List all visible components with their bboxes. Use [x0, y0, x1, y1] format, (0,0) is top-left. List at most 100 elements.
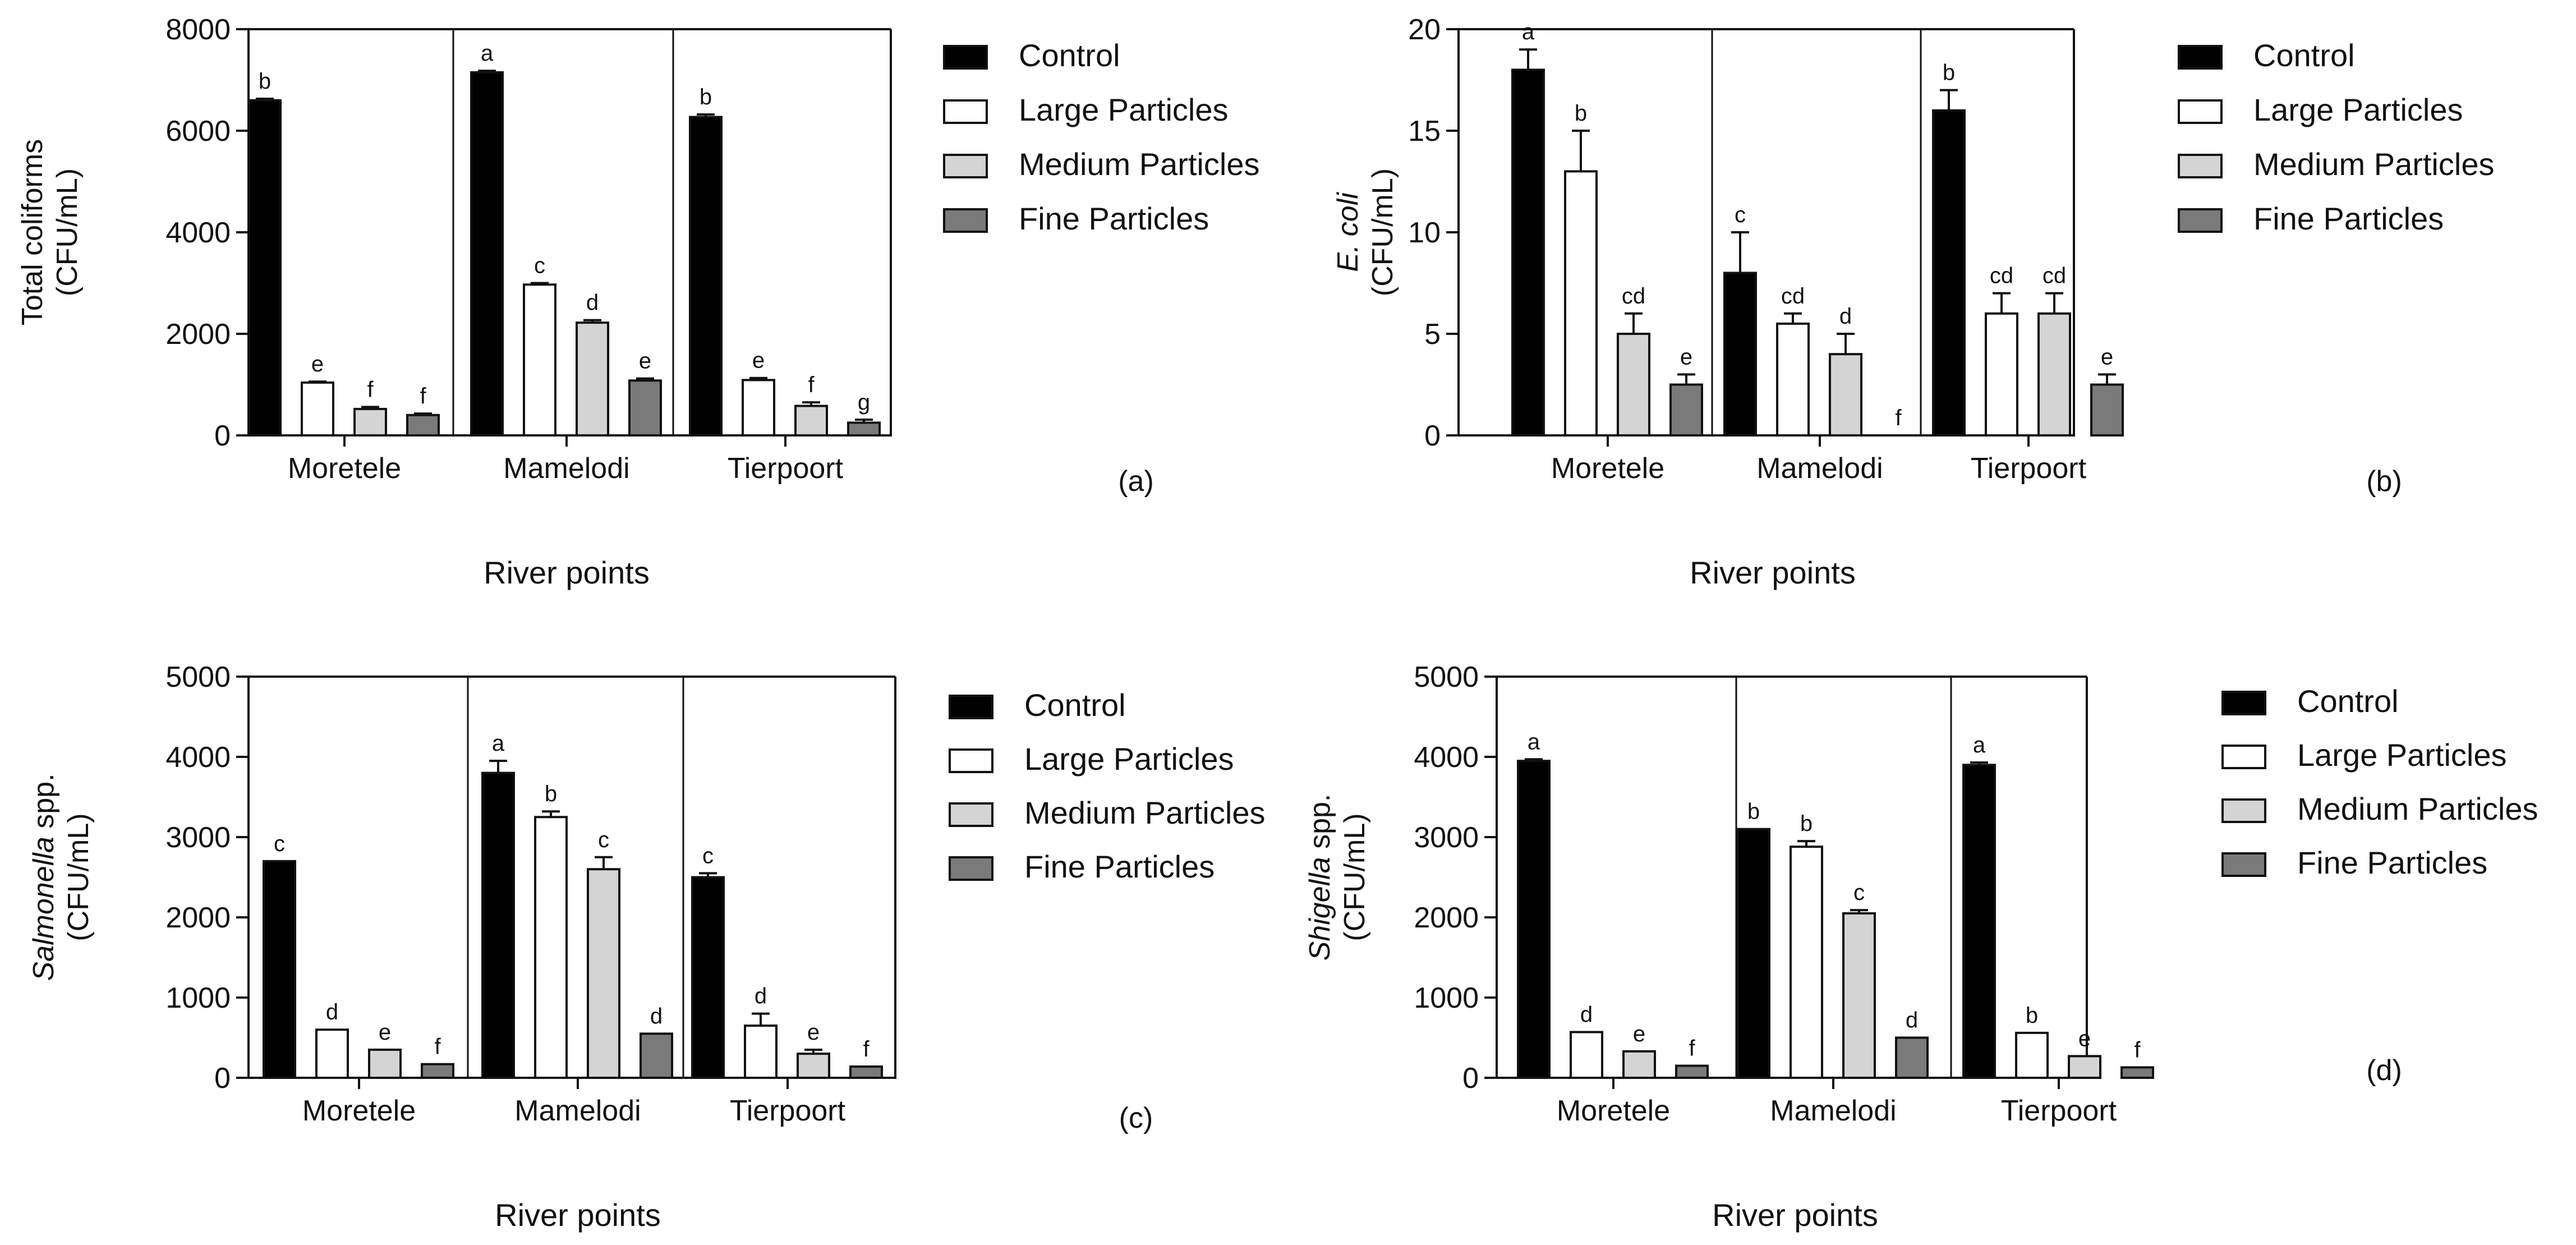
significance-letter: c [274, 831, 285, 856]
x-tick-label: Tierpoort [730, 1095, 846, 1127]
bar [847, 421, 881, 437]
bar [1737, 828, 1770, 1079]
significance-letter: a [492, 731, 505, 756]
y-tick-label: 4000 [165, 741, 231, 774]
bar [481, 771, 515, 1079]
bar [1842, 912, 1876, 1079]
significance-letter: d [1839, 304, 1852, 329]
significance-letter: b [1747, 800, 1760, 824]
y-axis-label-italic: E. coli [1332, 192, 1364, 272]
bar [1669, 383, 1703, 437]
chart-panel-2: 0 5 10 15 20 Moretele Mamelodi Tierpoort a c b b cd c… [1332, 13, 2494, 590]
legend-swatch [2178, 208, 2223, 233]
y-axis-label: Shigella spp.(CFU/mL) [1304, 794, 1371, 961]
legend: Control Large Particles Medium Particles Fi… [949, 687, 1265, 884]
panel-label: (b) [2366, 465, 2402, 498]
significance-letter: f [434, 1035, 441, 1059]
bar [1622, 1050, 1656, 1079]
y-axis-label: Total coliforms(CFU/mL) [16, 139, 84, 325]
bar [744, 1025, 778, 1079]
legend-swatch [943, 154, 988, 178]
bar [1570, 1031, 1603, 1079]
legend-swatch [943, 99, 988, 124]
panel-label: (a) [1118, 465, 1154, 498]
significance-letter: d [326, 1000, 338, 1025]
y-tick-label: 0 [214, 1062, 231, 1095]
significance-letter: g [858, 390, 870, 415]
bar [1985, 312, 2018, 437]
y-axis-label-line: (CFU/mL) [62, 813, 95, 941]
y-tick-label: 3000 [1414, 821, 1479, 854]
legend-swatch [949, 748, 993, 773]
y-axis-label-italic: Shigella [1304, 857, 1336, 961]
significance-letter: f [808, 373, 815, 397]
legend-label: Medium Particles [1024, 795, 1265, 830]
legend-swatch [2178, 154, 2223, 178]
bar [794, 405, 828, 437]
significance-letter: a [1973, 733, 1986, 757]
y-axis-label-line: (CFU/mL) [1367, 168, 1399, 296]
significance-letter: e [379, 1020, 391, 1045]
bar [248, 99, 282, 437]
significance-letter: f [367, 377, 374, 402]
y-tick-label: 5000 [1414, 661, 1479, 693]
significance-letter: f [2134, 1037, 2141, 1062]
bar [263, 860, 296, 1079]
y-axis-label-line: Shigella spp. [1304, 794, 1336, 961]
x-tick-label: Tierpoort [728, 452, 844, 485]
significance-letter: d [755, 984, 767, 1009]
legend-label: Control [1024, 687, 1126, 723]
legend-swatch [2178, 45, 2223, 70]
x-tick-label: Mamelodi [514, 1095, 641, 1127]
significance-letter: c [702, 843, 714, 868]
bar [315, 1028, 349, 1079]
legend-label: Fine Particles [2297, 845, 2487, 880]
bar [1675, 1064, 1709, 1079]
significance-letter: cd [1990, 264, 2013, 288]
x-tick-label: Mamelodi [1756, 452, 1883, 485]
bar [797, 1053, 830, 1079]
legend-label: Large Particles [1024, 741, 1234, 777]
bar [2090, 383, 2124, 437]
chart-panel-3: 0 1000 2000 3000 4000 5000 Moretele Mamelodi Tie… [27, 661, 1265, 1233]
x-tick-label: Tierpoort [1971, 452, 2087, 485]
bar [1511, 68, 1545, 437]
y-tick-label: 15 [1408, 115, 1441, 148]
chart-panel-4: 0 1000 2000 3000 4000 5000 Moretele Mamelodi Tie… [1304, 661, 2538, 1233]
legend-label: Large Particles [2297, 737, 2507, 773]
legend-swatch [2221, 852, 2266, 877]
bar [421, 1063, 454, 1079]
significance-letter: f [420, 384, 426, 408]
significance-letter: e [2101, 344, 2113, 369]
bar [742, 379, 775, 437]
legend-label: Control [2253, 38, 2355, 73]
bar [849, 1065, 883, 1079]
legend-label: Medium Particles [1019, 146, 1259, 182]
legend-swatch [943, 208, 988, 233]
legend-swatch [949, 695, 993, 719]
y-axis-label-line: E. coli [1332, 192, 1364, 272]
significance-letter: f [1689, 1036, 1695, 1061]
bar [470, 71, 504, 437]
bar [1829, 353, 1862, 437]
y-tick-label: 2000 [165, 902, 231, 934]
bar [691, 876, 725, 1079]
legend: Control Large Particles Medium Particles Fi… [943, 38, 1259, 236]
y-tick-label: 2000 [165, 318, 231, 351]
legend-label: Large Particles [2253, 92, 2463, 127]
significance-letter: e [752, 348, 765, 373]
significance-letter: d [586, 291, 599, 315]
bar [1932, 109, 1966, 437]
bar [640, 1032, 673, 1079]
x-tick-label: Moretele [1557, 1095, 1670, 1127]
legend-swatch [949, 802, 993, 827]
significance-letter: b [2026, 1003, 2038, 1028]
y-axis-label: E. coli(CFU/mL) [1332, 168, 1399, 296]
x-axis-label: River points [1690, 555, 1856, 590]
legend-swatch [949, 856, 993, 881]
y-axis-label: Salmonella spp.(CFU/mL) [27, 774, 95, 981]
legend-label: Fine Particles [1024, 849, 1215, 884]
legend-label: Control [2297, 683, 2399, 719]
legend-swatch [2221, 691, 2266, 715]
significance-letter: c [1853, 880, 1865, 905]
